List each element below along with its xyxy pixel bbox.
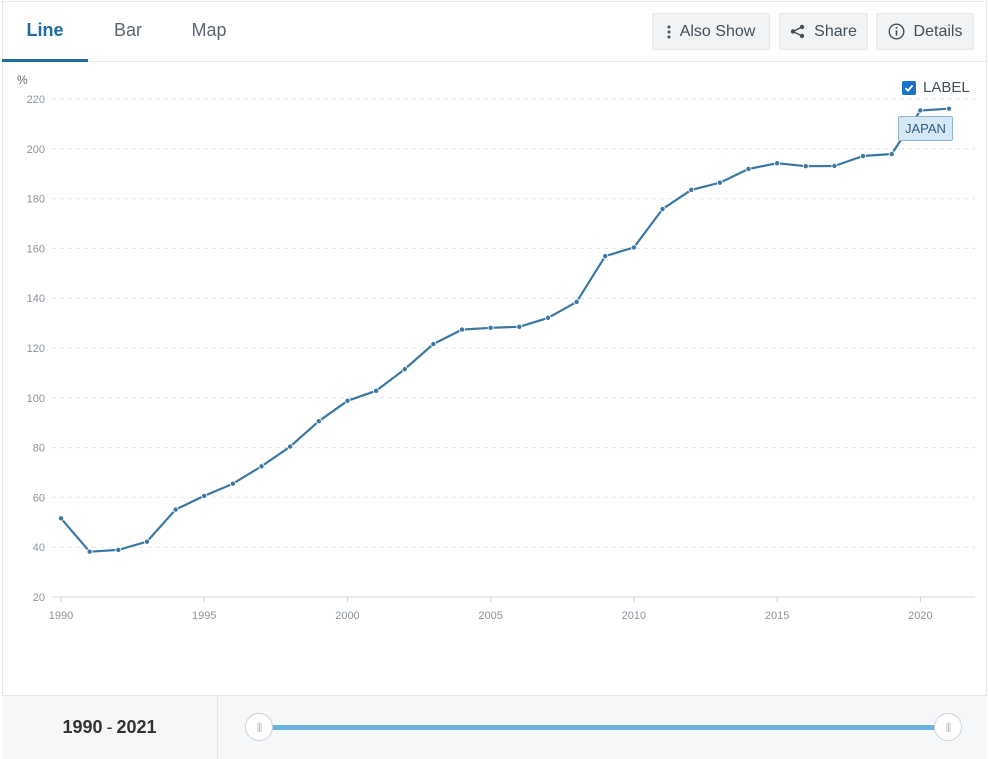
y-tick-label: 200 [27, 144, 45, 156]
data-point[interactable] [58, 515, 65, 522]
data-point[interactable] [459, 326, 466, 333]
grip-icon: ||| [256, 721, 263, 733]
data-point[interactable] [344, 397, 351, 404]
range-slider-track[interactable] [259, 725, 949, 730]
data-point[interactable] [143, 538, 150, 545]
y-tick-label: 20 [33, 592, 45, 604]
range-start: 1990 [62, 717, 103, 737]
tab-bar-chart[interactable]: Bar [113, 20, 142, 40]
data-point[interactable] [659, 206, 666, 213]
also-show-label: Also Show [679, 22, 756, 40]
range-start-handle[interactable]: ||| [245, 713, 273, 741]
data-point[interactable] [688, 186, 695, 193]
data-point[interactable] [630, 244, 637, 251]
y-tick-label: 60 [33, 492, 45, 504]
data-point[interactable] [716, 179, 723, 186]
x-tick-label: 2015 [765, 610, 789, 622]
data-point[interactable] [802, 163, 809, 170]
x-tick-label: 2020 [908, 610, 932, 622]
series-label-japan: JAPAN [898, 116, 953, 141]
x-tick-label: 2010 [622, 610, 646, 622]
y-axis-unit: % [17, 73, 28, 87]
share-label: Share [814, 22, 857, 40]
checkmark-icon [904, 84, 914, 92]
y-tick-label: 80 [33, 443, 45, 455]
time-range-bar: 1990 - 2021 ||| ||| [2, 695, 987, 759]
data-point[interactable] [888, 151, 895, 158]
data-point[interactable] [229, 480, 236, 487]
series-line-japan [60, 107, 950, 553]
info-icon [888, 23, 905, 40]
data-point[interactable] [373, 387, 380, 394]
label-checkbox[interactable] [902, 80, 916, 95]
data-point[interactable] [774, 160, 781, 167]
data-point[interactable] [573, 298, 580, 305]
share-button[interactable]: Share [779, 13, 868, 50]
data-point[interactable] [315, 418, 322, 425]
data-point[interactable] [860, 153, 867, 160]
data-point[interactable] [831, 162, 838, 169]
data-point[interactable] [430, 341, 437, 348]
x-tick-label: 1990 [49, 610, 73, 622]
y-tick-label: 140 [27, 293, 45, 305]
x-tick-label: 2000 [335, 610, 359, 622]
data-point[interactable] [544, 314, 551, 321]
share-icon [790, 24, 805, 39]
range-end-handle[interactable]: ||| [934, 713, 962, 741]
data-point[interactable] [487, 324, 494, 331]
data-point[interactable] [258, 463, 265, 470]
y-tick-label: 160 [27, 243, 45, 255]
data-point[interactable] [917, 107, 924, 114]
tab-bar: Line Bar Map [2, 1, 987, 62]
y-tick-label: 100 [27, 393, 45, 405]
details-button[interactable]: Details [876, 13, 974, 50]
range-end: 2021 [116, 717, 157, 737]
details-label: Details [913, 22, 963, 40]
data-point[interactable] [201, 492, 208, 499]
y-tick-label: 220 [27, 94, 45, 106]
label-checkbox-text: LABEL [923, 79, 970, 96]
y-tick-label: 40 [33, 542, 45, 554]
tab-line[interactable]: Line [2, 1, 88, 62]
grip-icon: ||| [945, 721, 952, 733]
x-tick-label: 2005 [478, 610, 502, 622]
data-point[interactable] [86, 548, 93, 555]
year-range-label: 1990 - 2021 [2, 696, 218, 759]
more-vertical-icon [667, 25, 671, 38]
data-point[interactable] [516, 323, 523, 330]
data-point[interactable] [946, 105, 953, 112]
label-toggle[interactable]: LABEL [902, 79, 970, 96]
data-point[interactable] [115, 546, 122, 553]
y-tick-label: 120 [27, 343, 45, 355]
data-point[interactable] [602, 253, 609, 260]
data-point[interactable] [745, 165, 752, 172]
x-tick-label: 1995 [192, 610, 216, 622]
range-separator: - [106, 717, 113, 737]
data-point[interactable] [287, 443, 294, 450]
also-show-button[interactable]: Also Show [652, 13, 770, 50]
data-point[interactable] [172, 506, 179, 513]
data-point[interactable] [401, 366, 408, 373]
tab-map[interactable]: Map [191, 20, 227, 40]
y-tick-label: 180 [27, 194, 45, 206]
